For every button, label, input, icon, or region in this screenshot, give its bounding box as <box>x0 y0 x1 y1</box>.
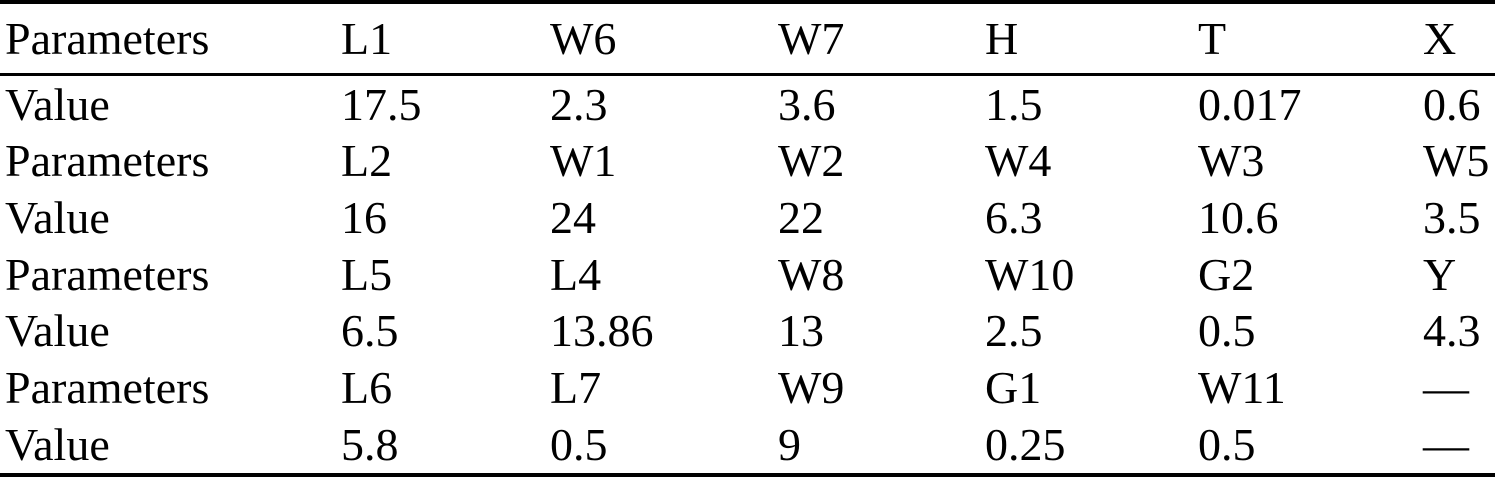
value-cell: 5.8 <box>341 418 399 470</box>
value-cell: L7 <box>550 361 602 413</box>
value-cell: G1 <box>985 361 1042 413</box>
table-row: Value 16 24 22 6.3 10.6 3.5 <box>0 189 1495 246</box>
value-cell: L2 <box>341 135 393 187</box>
value-cell: 0.017 <box>1198 78 1302 130</box>
header-cell: T <box>1198 2 1423 76</box>
header-cell: W6 <box>550 2 778 76</box>
value-cell: 2.5 <box>985 305 1043 357</box>
table-row: Value 5.8 0.5 9 0.25 0.5 — <box>0 416 1495 475</box>
value-cell: 16 <box>341 191 387 243</box>
table-header-row: Parameters L1 W6 W7 H T X <box>0 2 1495 76</box>
row-label-cell: Value <box>5 418 110 470</box>
value-cell: 4.3 <box>1423 305 1481 357</box>
header-cell: W7 <box>778 2 985 76</box>
value-cell: 6.3 <box>985 191 1043 243</box>
value-cell: G2 <box>1198 248 1255 300</box>
value-cell: 17.5 <box>341 78 422 130</box>
value-cell: 13.86 <box>550 305 654 357</box>
value-cell: W1 <box>550 135 617 187</box>
value-cell: 10.6 <box>1198 191 1279 243</box>
value-cell: — <box>1423 418 1469 470</box>
value-cell: W8 <box>778 248 845 300</box>
row-label-cell: Parameters <box>5 248 210 300</box>
value-cell: 3.6 <box>778 78 836 130</box>
table-row: Parameters L5 L4 W8 W10 G2 Y <box>0 246 1495 303</box>
value-cell: 13 <box>778 305 824 357</box>
value-cell: W5 <box>1423 135 1490 187</box>
table-header: Parameters L1 W6 W7 H T X <box>0 2 1495 76</box>
header-cell: H <box>985 2 1198 76</box>
value-cell: W2 <box>778 135 845 187</box>
value-cell: 0.25 <box>985 418 1066 470</box>
value-cell: 3.5 <box>1423 191 1481 243</box>
header-row-label-cell: Parameters <box>0 2 341 76</box>
row-label-cell: Value <box>5 78 110 130</box>
table-row: Parameters L6 L7 W9 G1 W11 — <box>0 359 1495 416</box>
header-cell: L1 <box>341 2 550 76</box>
value-cell: 6.5 <box>341 305 399 357</box>
value-cell: 1.5 <box>985 78 1043 130</box>
value-cell: W9 <box>778 361 845 413</box>
value-cell: W3 <box>1198 135 1265 187</box>
value-cell: Y <box>1423 248 1457 300</box>
value-cell: 0.5 <box>1198 418 1256 470</box>
value-cell: 0.6 <box>1423 78 1481 130</box>
value-cell: 2.3 <box>550 78 608 130</box>
value-cell: 9 <box>778 418 801 470</box>
value-cell: L5 <box>341 248 393 300</box>
row-label-cell: Parameters <box>5 361 210 413</box>
table-body: Value 17.5 2.3 3.6 1.5 0.017 0.6 Parameters L2 W1… <box>0 75 1495 476</box>
row-label-cell: Value <box>5 191 110 243</box>
value-cell: — <box>1423 361 1469 413</box>
table-row: Value 17.5 2.3 3.6 1.5 0.017 0.6 <box>0 75 1495 133</box>
value-cell: W4 <box>985 135 1052 187</box>
row-label-cell: Value <box>5 305 110 357</box>
value-cell: W11 <box>1198 361 1286 413</box>
table-row: Value 6.5 13.86 13 2.5 0.5 4.3 <box>0 303 1495 360</box>
value-cell: L6 <box>341 361 393 413</box>
value-cell: 22 <box>778 191 824 243</box>
value-cell: 0.5 <box>1198 305 1256 357</box>
header-cell: X <box>1423 2 1495 76</box>
value-cell: 24 <box>550 191 596 243</box>
value-cell: W10 <box>985 248 1075 300</box>
value-cell: L4 <box>550 248 602 300</box>
value-cell: 0.5 <box>550 418 608 470</box>
row-label-cell: Parameters <box>5 135 210 187</box>
table-row: Parameters L2 W1 W2 W4 W3 W5 <box>0 133 1495 190</box>
